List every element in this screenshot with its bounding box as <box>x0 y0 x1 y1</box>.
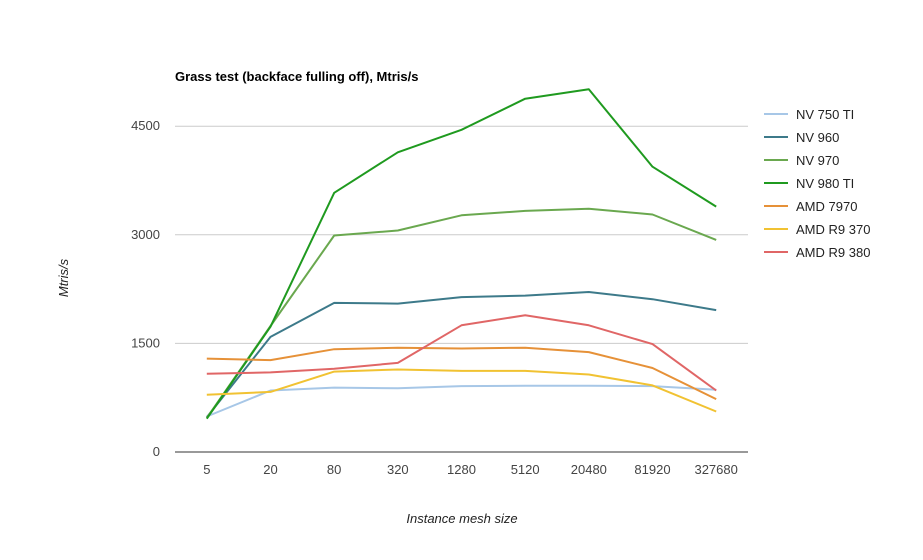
x-tick-label: 1280 <box>447 462 476 477</box>
legend-label: NV 970 <box>796 153 839 168</box>
series-line <box>206 384 717 418</box>
series-line <box>205 207 717 419</box>
series-line <box>206 368 717 413</box>
legend: NV 750 TI NV 960 NV 970 NV 980 TI AMD 7970 AM… <box>764 107 870 260</box>
legend-label: AMD R9 380 <box>796 245 870 260</box>
legend-label: NV 980 TI <box>796 176 854 191</box>
legend-label: AMD R9 370 <box>796 222 870 237</box>
x-tick-label: 320 <box>387 462 409 477</box>
series-line <box>205 88 717 420</box>
y-axis-ticks: 0 1500 3000 4500 <box>131 118 160 459</box>
y-tick-label: 1500 <box>131 335 160 350</box>
x-tick-label: 5120 <box>511 462 540 477</box>
x-tick-label: 80 <box>327 462 341 477</box>
gridlines <box>175 125 748 453</box>
chart-title: Grass test (backface fulling off), Mtris… <box>175 69 418 84</box>
x-tick-label: 5 <box>203 462 210 477</box>
legend-label: NV 960 <box>796 130 839 145</box>
x-tick-label: 327680 <box>694 462 737 477</box>
series-line <box>206 346 717 400</box>
series-group <box>205 88 717 420</box>
y-tick-label: 3000 <box>131 227 160 242</box>
x-tick-label: 20480 <box>571 462 607 477</box>
y-tick-label: 0 <box>153 444 160 459</box>
x-tick-label: 20 <box>263 462 277 477</box>
legend-label: AMD 7970 <box>796 199 857 214</box>
x-tick-label: 81920 <box>634 462 670 477</box>
x-axis-label: Instance mesh size <box>406 511 517 526</box>
series-line <box>206 291 717 418</box>
y-axis-label: Mtris/s <box>56 258 71 297</box>
legend-label: NV 750 TI <box>796 107 854 122</box>
series-line <box>206 314 717 392</box>
x-axis-ticks: 5 20 80 320 1280 5120 20480 81920 327680 <box>203 462 738 477</box>
y-tick-label: 4500 <box>131 118 160 133</box>
